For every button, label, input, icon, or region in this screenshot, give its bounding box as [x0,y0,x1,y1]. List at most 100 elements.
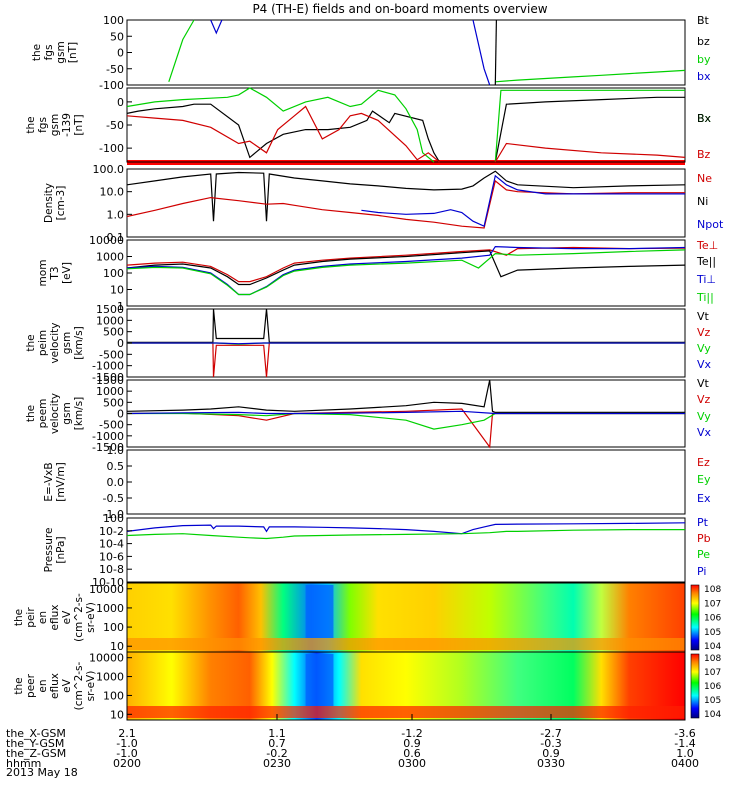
panel-fgs: -100 -50 0 50 100 the fgs gsm [nT] Bt bz by bx [31,14,711,92]
peer-colorbar-tick: 104 [704,710,721,720]
y-tick-label: -1500 [92,441,124,454]
x-axis-value: -3.6 [674,727,695,740]
legend-entry: Ni [697,195,708,208]
y-tick-label: 100.0 [93,163,125,176]
figure-title: P4 (TH-E) fields and on-board moments ov… [252,2,547,16]
y-tick-label: 500 [103,396,124,409]
peer-low-energy-band [127,706,685,718]
y-axis-label: [mV/m] [55,462,67,501]
y-tick-label: 1000 [96,602,124,615]
y-axis-label: (cm^2-s- [73,661,85,710]
y-tick-label: -1000 [92,360,124,373]
y-axis-label: [nT] [67,42,79,63]
panel-density: 0.1 1.0 10.0 100.0 Density [cm-3] Ne Ni Npot [43,163,724,244]
legend-entry: Vy [697,410,711,423]
panel-peir: 104 105 106 107 108 10 100 1000 10000 the peir en ef… [13,582,721,653]
x-axis-value: -1.2 [401,727,422,740]
y-tick-label: 50 [110,30,124,43]
legend-entry: bz [697,35,710,48]
y-tick-label: 0 [117,408,124,421]
panel-frame [126,651,686,721]
y-tick-label: 10-10 [92,576,124,589]
y-axis-label: the [31,44,43,61]
peer-colorbar-tick: 105 [704,696,721,706]
x-axis-value: 1.1 [268,727,286,740]
y-axis-label: Density [43,183,55,223]
legend-entry: Vz [697,326,711,339]
legend-entry: Vy [697,342,711,355]
x-axis-value: -0.2 [266,747,287,760]
y-tick-label: -50 [106,63,124,76]
y-axis-label: the [13,677,25,694]
peir-colorbar-tick: 105 [704,628,721,638]
x-axis-value: 1.0 [676,747,694,760]
peir-colorbar [690,584,700,651]
series-Pe [126,529,685,540]
y-axis-label: (cm^2-s- [73,593,85,642]
peir-low-flux-region [305,585,334,638]
y-tick-label: 10 [110,708,124,721]
peer-colorbar-tick: 106 [704,682,721,692]
y-tick-label: 0.1 [107,231,125,244]
legend-entry: Te|| [696,255,716,268]
legend-entry: Vx [697,426,712,439]
series-Vz [126,408,685,449]
y-axis-label: [km/s] [73,397,85,431]
series-Bz [126,105,686,163]
panel-efield: -1.0 -0.5 0.0 0.5 1.0 E=-VxB [mV/m] Ez Ey Ex [43,444,711,521]
y-tick-label: -1.0 [103,508,124,521]
y-axis-label: velocity [49,393,61,434]
peir-low-energy-band [127,638,685,650]
x-axis-value: -1.4 [674,737,695,750]
y-axis-label: peem [37,399,49,429]
y-tick-label: 0 [117,337,124,350]
y-axis-label: the [25,116,37,133]
series-Ne [126,179,685,229]
legend-entry: Ey [697,473,711,486]
y-tick-label: 500 [103,326,124,339]
x-axis-value: 2.1 [118,727,136,740]
series-Vx [127,342,685,345]
y-tick-label: 10000 [89,234,124,247]
y-axis-label: [km/s] [73,326,85,360]
y-tick-label: 10 [110,640,124,653]
legend-entry: by [697,53,711,66]
series-by [168,19,686,83]
legend-entry: Te⊥ [696,239,718,252]
series-Te⊥ [126,246,686,283]
y-axis-label: gsm [55,41,67,63]
series-bx [210,19,491,86]
y-tick-label: 1 [117,300,124,313]
peer-colorbar [690,653,700,719]
y-tick-label: 1000 [96,671,124,684]
series-By [126,87,685,163]
y-axis-label: gsm [61,402,73,424]
y-axis-label: sr-eV) [85,602,97,633]
peir-colorbar-tick: 108 [704,585,721,595]
y-axis-label: eflux [49,673,61,699]
series-Pt [126,522,686,535]
legend-entry: bx [697,70,711,83]
x-axis-value: 0.7 [268,737,286,750]
y-tick-label: -50 [106,119,124,132]
x-axis-value: 0300 [398,757,426,770]
legend-entry: Ez [697,456,710,469]
x-axis-value: 0230 [263,757,291,770]
y-axis-label: peir [25,607,37,628]
x-axis-value: 0400 [671,757,699,770]
legend-entry: Ti|| [696,291,714,304]
x-axis-row-label: the_Y-GSM [6,737,64,750]
panel-peer: 104 105 106 107 108 10 100 1000 10000 the peer en ef… [13,651,721,721]
y-tick-label: 100 [103,512,124,525]
y-axis-label: eV [61,610,73,624]
legend-entry: Vt [697,310,710,323]
y-axis-label: en [37,611,49,624]
y-axis-label: peim [37,330,49,356]
y-tick-label: 10-2 [99,525,124,538]
y-axis-label: -139 [61,113,73,137]
x-axis-value: -1.0 [116,737,137,750]
